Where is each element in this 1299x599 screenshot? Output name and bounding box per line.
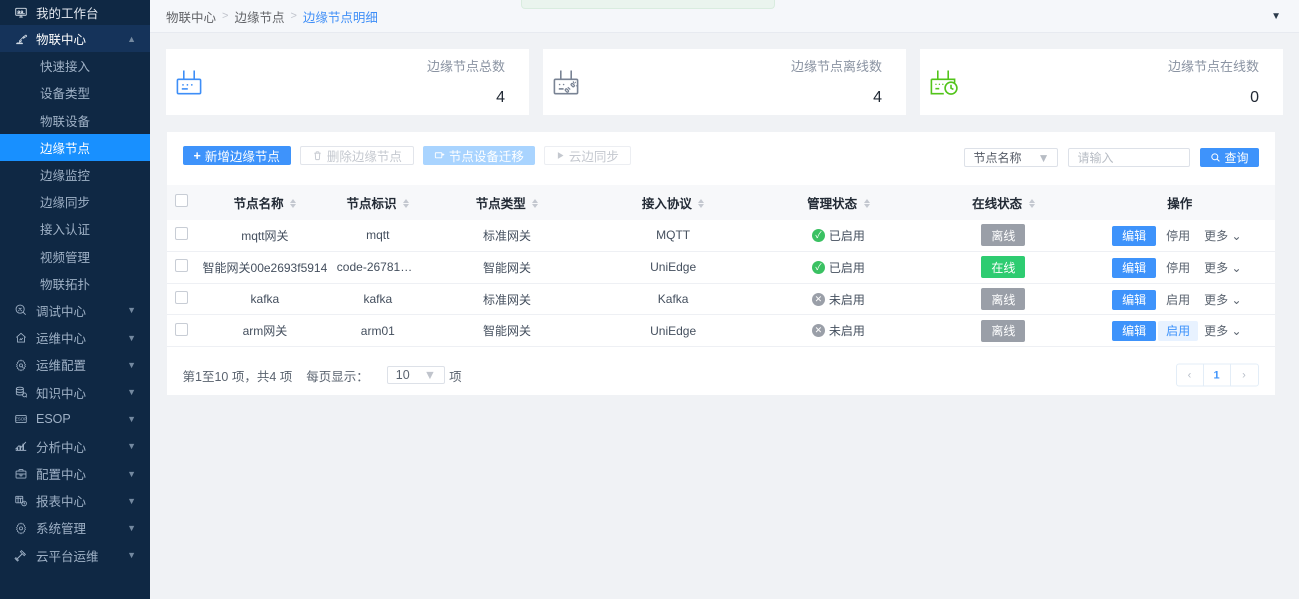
- svg-text:ESOP: ESOP: [15, 417, 27, 422]
